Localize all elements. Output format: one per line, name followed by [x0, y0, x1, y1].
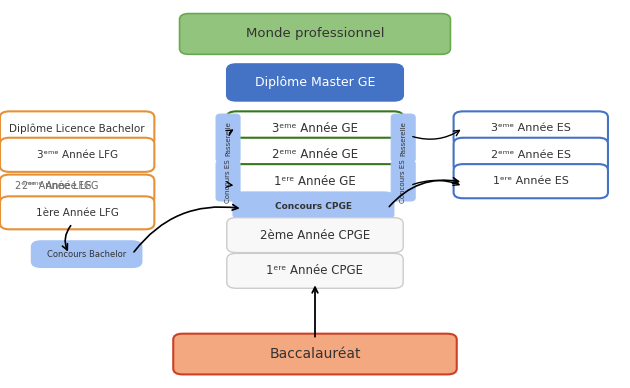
- FancyBboxPatch shape: [173, 334, 457, 374]
- Text: Diplôme Master GE: Diplôme Master GE: [255, 76, 375, 89]
- Text: Concours ES: Concours ES: [225, 159, 231, 203]
- FancyBboxPatch shape: [32, 241, 142, 267]
- Text: 2ᵉᵐᵉ Année GE: 2ᵉᵐᵉ Année GE: [272, 148, 358, 161]
- Text: 3ᵉᵐᵉ Année LFG: 3ᵉᵐᵉ Année LFG: [37, 150, 118, 160]
- FancyBboxPatch shape: [454, 164, 608, 198]
- FancyBboxPatch shape: [0, 175, 154, 204]
- FancyBboxPatch shape: [0, 111, 154, 146]
- FancyBboxPatch shape: [391, 114, 415, 162]
- FancyBboxPatch shape: [227, 218, 403, 253]
- Text: 1ère Année LFG: 1ère Année LFG: [36, 208, 118, 218]
- FancyBboxPatch shape: [391, 161, 415, 201]
- Text: Diplôme Licence Bachelor: Diplôme Licence Bachelor: [9, 123, 145, 134]
- Text: 3ᵉᵐᵉ Année ES: 3ᵉᵐᵉ Année ES: [491, 123, 571, 133]
- Text: 1ᵉʳᵉ Année GE: 1ᵉʳᵉ Année GE: [274, 175, 356, 188]
- Text: 3ᵉᵐᵉ Année GE: 3ᵉᵐᵉ Année GE: [272, 122, 358, 135]
- Text: 1ᵉʳᵉ Année ES: 1ᵉʳᵉ Année ES: [493, 176, 569, 186]
- Text: Passerelle: Passerelle: [225, 121, 231, 156]
- FancyBboxPatch shape: [0, 196, 154, 229]
- Text: 2ᵉᵐᵉ Année ES: 2ᵉᵐᵉ Année ES: [491, 150, 571, 160]
- Text: Concours ES: Concours ES: [400, 159, 406, 203]
- FancyBboxPatch shape: [216, 114, 240, 162]
- Text: Baccalauréat: Baccalauréat: [269, 347, 361, 361]
- FancyBboxPatch shape: [227, 253, 403, 288]
- Text: Monde professionnel: Monde professionnel: [246, 28, 384, 40]
- Text: 1ᵉʳᵉ Année CPGE: 1ᵉʳᵉ Année CPGE: [266, 264, 364, 277]
- Text: Concours Bachelor: Concours Bachelor: [47, 249, 126, 259]
- Text: 2ᵉᵐᵉ Année LFG: 2ᵉᵐᵉ Année LFG: [15, 181, 92, 191]
- FancyBboxPatch shape: [454, 111, 608, 146]
- FancyBboxPatch shape: [454, 138, 608, 172]
- Text: Concours CPGE: Concours CPGE: [275, 201, 352, 211]
- FancyBboxPatch shape: [180, 14, 450, 54]
- FancyBboxPatch shape: [227, 111, 403, 146]
- FancyBboxPatch shape: [216, 161, 240, 201]
- Text: Passerelle: Passerelle: [400, 121, 406, 156]
- FancyBboxPatch shape: [227, 64, 403, 101]
- FancyBboxPatch shape: [233, 192, 394, 220]
- Text: 2ᵉᵐᵉ Année LFG: 2ᵉᵐᵉ Année LFG: [22, 181, 98, 191]
- FancyBboxPatch shape: [227, 164, 403, 198]
- Text: 2ème Année CPGE: 2ème Année CPGE: [260, 229, 370, 242]
- FancyBboxPatch shape: [0, 138, 154, 172]
- FancyBboxPatch shape: [227, 138, 403, 172]
